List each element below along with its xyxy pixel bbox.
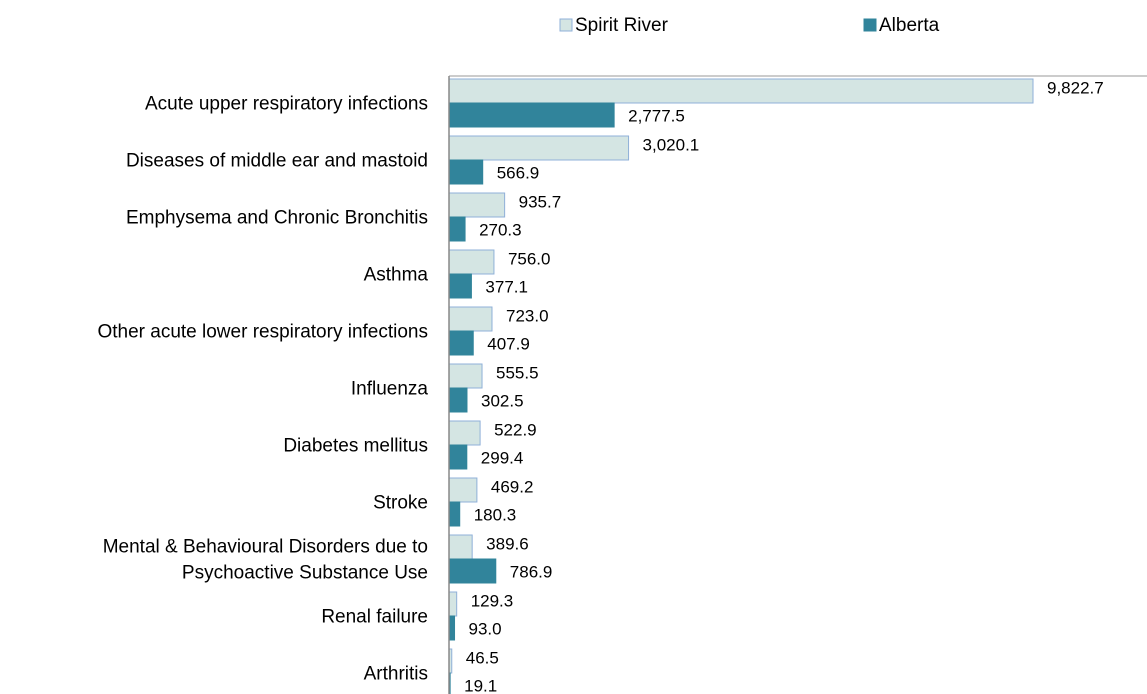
- bar: [448, 192, 506, 218]
- y-tick-label: Mental & Behavioural Disorders due to Psy…: [103, 537, 428, 584]
- data-label: 389.6: [486, 534, 529, 553]
- bar: [448, 534, 473, 560]
- legend-swatch: [559, 18, 573, 32]
- bar: [448, 363, 483, 389]
- y-tick-label: Stroke: [373, 493, 428, 514]
- data-label: 566.9: [497, 163, 540, 182]
- bar: [448, 330, 474, 356]
- bar: [448, 387, 468, 413]
- y-tick-label: Emphysema and Chronic Bronchitis: [126, 208, 428, 229]
- data-label: 2,777.5: [628, 106, 685, 125]
- bar: [448, 306, 493, 332]
- bar: [448, 591, 458, 617]
- data-label: 407.9: [487, 334, 530, 353]
- data-label: 377.1: [485, 277, 528, 296]
- data-label: 723.0: [506, 306, 549, 325]
- legend-swatch: [863, 18, 877, 32]
- y-tick-label: Influenza: [351, 379, 429, 400]
- data-label: 46.5: [466, 648, 499, 667]
- data-label: 935.7: [519, 192, 562, 211]
- data-label: 93.0: [469, 619, 502, 638]
- legend-label: Spirit River: [575, 15, 669, 36]
- data-label: 129.3: [471, 591, 514, 610]
- data-label: 555.5: [496, 363, 539, 382]
- bar: [448, 78, 1034, 104]
- y-tick-label: Other acute lower respiratory infections: [97, 322, 428, 343]
- data-label: 786.9: [510, 562, 553, 581]
- bar: [448, 501, 461, 527]
- data-label: 19.1: [464, 676, 497, 694]
- bar: [448, 420, 481, 446]
- data-label: 270.3: [479, 220, 522, 239]
- y-tick-label: Asthma: [364, 265, 429, 286]
- y-tick-label: Acute upper respiratory infections: [145, 94, 428, 115]
- data-label: 9,822.7: [1047, 78, 1104, 97]
- bar: [448, 159, 484, 185]
- data-label: 302.5: [481, 391, 524, 410]
- y-tick-label: Arthritis: [364, 664, 428, 685]
- data-label: 180.3: [474, 505, 517, 524]
- data-label: 299.4: [481, 448, 524, 467]
- bar: [448, 273, 472, 299]
- bar: [448, 135, 630, 161]
- bar: [448, 249, 495, 275]
- bar: [448, 444, 468, 470]
- bar: [448, 558, 497, 584]
- bar: [448, 216, 466, 242]
- data-label: 756.0: [508, 249, 551, 268]
- data-label: 3,020.1: [643, 135, 700, 154]
- data-label: 469.2: [491, 477, 534, 496]
- y-tick-label: Diseases of middle ear and mastoid: [126, 151, 428, 172]
- bar: [448, 477, 478, 503]
- legend-label: Alberta: [879, 15, 940, 36]
- y-tick-label: Renal failure: [321, 607, 428, 628]
- bar: [448, 615, 456, 641]
- data-label: 522.9: [494, 420, 537, 439]
- bar: [448, 102, 615, 128]
- y-tick-label: Diabetes mellitus: [283, 436, 428, 457]
